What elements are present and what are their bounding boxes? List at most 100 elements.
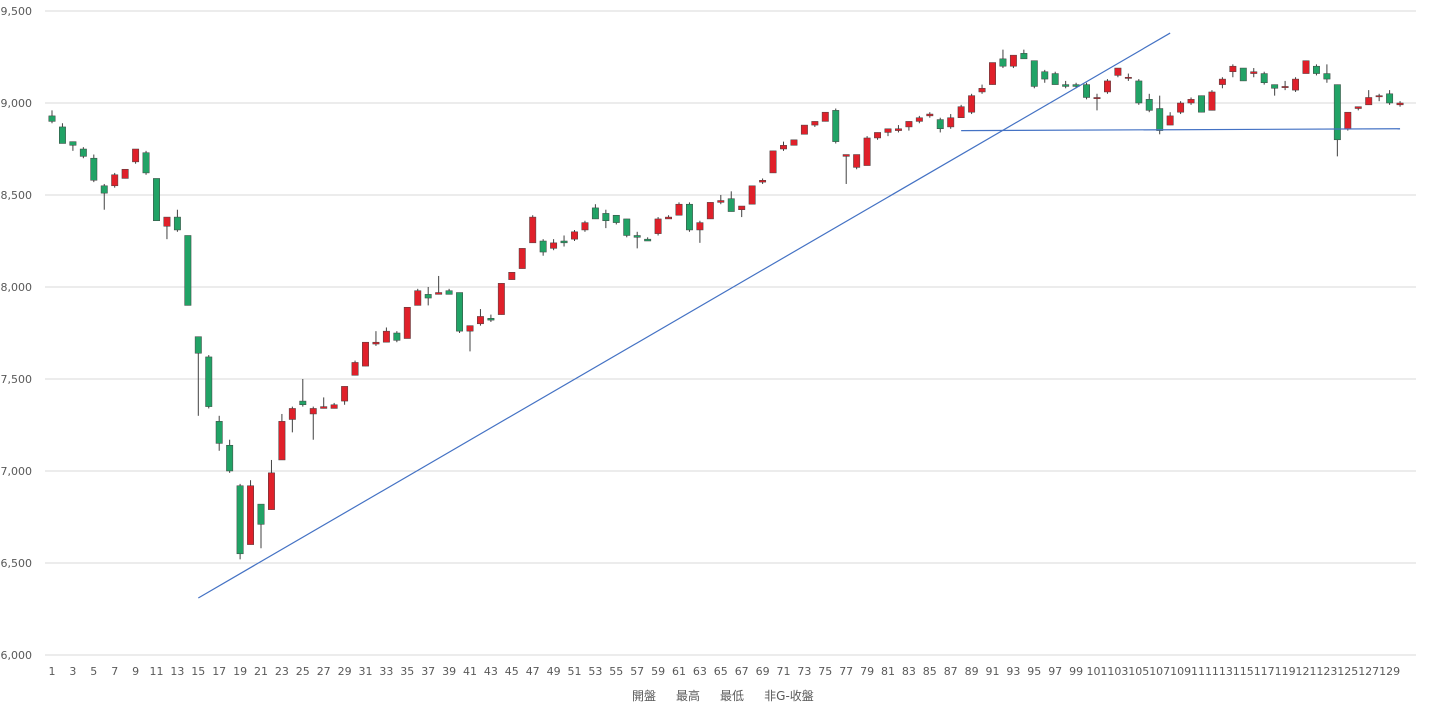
candle-body (665, 216, 672, 220)
legend-entry: 最低 (720, 689, 744, 703)
candle (968, 93, 976, 115)
y-tick-label: 9,500 (1, 5, 33, 18)
candle-body (79, 148, 87, 157)
legend-entry: 最高 (676, 688, 700, 703)
candle-body (539, 240, 547, 253)
x-tick-label: 123 (1316, 665, 1337, 678)
candle-body (278, 421, 286, 461)
candle-body (623, 218, 631, 236)
candle-body (1135, 80, 1143, 104)
candle-body (717, 200, 725, 203)
candle (780, 141, 787, 151)
candle-body (780, 145, 787, 150)
candle (288, 406, 296, 433)
candle (111, 172, 119, 188)
candle-body (257, 503, 265, 525)
candle (1177, 101, 1185, 115)
candle (1114, 67, 1122, 78)
candle-body (842, 154, 850, 157)
legend: 開盤 最高 最低 非G-收盤 (632, 688, 814, 703)
candle (247, 480, 255, 545)
candle-body (1187, 99, 1195, 104)
candle-body (477, 316, 484, 325)
x-tick-label: 129 (1379, 665, 1400, 678)
candle-body (863, 137, 871, 166)
candle-body (1333, 84, 1341, 141)
candle-body (769, 150, 777, 174)
candle (1218, 77, 1226, 89)
candle (372, 331, 380, 346)
x-tick-label: 77 (839, 665, 853, 678)
candle (69, 141, 77, 151)
candle-body (1218, 78, 1226, 85)
candle (811, 121, 819, 127)
y-axis: 6,000 6,500 7,000 7,500 8,000 8,500 9,000 9,500 (1, 5, 33, 662)
candle-body (518, 248, 526, 269)
candle (508, 272, 516, 280)
x-tick-label: 71 (777, 665, 791, 678)
candle-body (884, 128, 892, 133)
candle (1104, 79, 1111, 94)
x-tick-label: 85 (923, 665, 937, 678)
candle (1354, 106, 1362, 111)
candle-body (132, 148, 140, 163)
x-tick-label: 109 (1170, 665, 1191, 678)
candle (257, 503, 265, 549)
candle-body (926, 113, 934, 117)
y-tick-label: 6,500 (1, 557, 33, 570)
candle (194, 336, 202, 416)
candle-body (497, 283, 505, 315)
candle (957, 104, 965, 118)
candle-body (1093, 97, 1101, 99)
candle-body (1009, 54, 1017, 67)
candle-body (299, 400, 307, 406)
candle (487, 314, 495, 322)
candle (1135, 79, 1143, 105)
legend-entry: 開盤 (632, 689, 656, 703)
x-tick-label: 9 (132, 665, 139, 678)
candle-body (905, 121, 913, 128)
candle (1062, 80, 1070, 89)
candle (309, 406, 317, 440)
candle (1250, 68, 1258, 78)
candle-body (644, 238, 652, 242)
candle-body (821, 111, 829, 122)
candle-body (1030, 60, 1038, 87)
x-tick-label: 101 (1087, 665, 1108, 678)
candle-body (414, 290, 422, 306)
candle-body (435, 292, 443, 295)
candle (236, 483, 244, 560)
candle-body (1313, 65, 1320, 74)
candle (790, 139, 798, 146)
candle (989, 62, 996, 85)
candle (435, 275, 443, 295)
candle (832, 108, 840, 144)
x-tick-label: 51 (568, 665, 582, 678)
candle-body (487, 318, 495, 321)
candle (612, 214, 620, 225)
candle-body (1124, 76, 1132, 79)
candle (184, 235, 192, 306)
candle (717, 195, 725, 205)
candle (1386, 90, 1394, 105)
candle (759, 178, 767, 184)
x-tick-label: 29 (338, 665, 352, 678)
candle-body (1271, 84, 1279, 89)
candle-body (194, 336, 202, 354)
candle (320, 397, 328, 409)
candle-body (184, 235, 192, 306)
candle-body (1292, 78, 1299, 91)
candle (602, 209, 610, 229)
candle-body (1208, 91, 1216, 111)
candle (1375, 93, 1383, 102)
candle (999, 49, 1007, 69)
candle (623, 218, 631, 238)
candle (278, 413, 286, 461)
candle (1166, 112, 1174, 126)
candle (800, 124, 808, 135)
candle (1281, 80, 1289, 91)
candle (686, 202, 693, 232)
candle (1145, 93, 1153, 113)
x-tick-label: 19 (233, 665, 247, 678)
candle (1313, 64, 1320, 76)
